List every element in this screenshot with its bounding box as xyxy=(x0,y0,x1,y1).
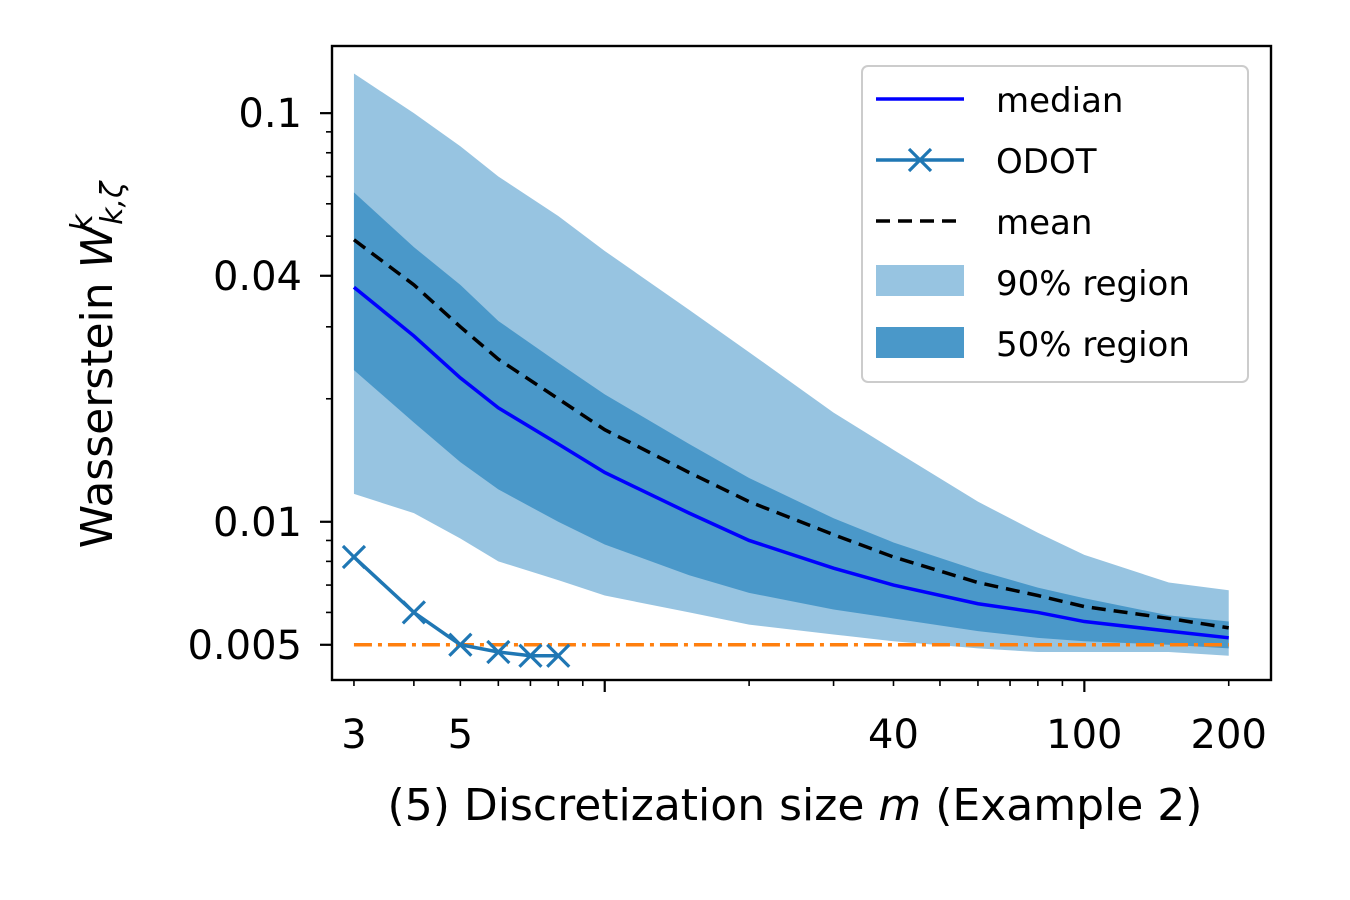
band-50-region xyxy=(353,192,1229,649)
odot-marker xyxy=(401,600,427,625)
legend-entry-90-region: 90% region xyxy=(876,264,1190,304)
legend-label-median: median xyxy=(996,81,1123,121)
legend-label-90-region: 90% region xyxy=(996,264,1190,304)
legend-entry-50-region: 50% region xyxy=(876,325,1190,365)
odot-marker xyxy=(486,639,511,665)
y-tick-label: 0.1 xyxy=(238,91,302,137)
legend-box xyxy=(861,65,1249,383)
y-tick-label: 0.04 xyxy=(213,254,302,300)
x-tick-label: 5 xyxy=(448,712,473,758)
legend-entry-odot: ODOT xyxy=(876,142,1097,182)
series-mean xyxy=(352,238,1230,630)
plot-frame xyxy=(330,44,1273,682)
legend: median ODOT mean 90% region 50% region xyxy=(861,65,1249,383)
legend-entry-mean: mean xyxy=(876,203,1092,243)
y-tick-label: 0.005 xyxy=(187,623,302,669)
y-axis-ticks: 0.1 0.04 0.01 0.005 xyxy=(187,91,332,669)
x-axis-title: (5) Discretization size m (Example 2) xyxy=(388,780,1203,831)
x-tick-label: 40 xyxy=(868,712,919,758)
x-tick-label: 100 xyxy=(1046,712,1122,758)
odot-marker xyxy=(518,643,543,668)
legend-entry-median: median xyxy=(876,81,1123,121)
odot-marker xyxy=(448,632,473,657)
legend-label-odot: ODOT xyxy=(996,142,1097,182)
confidence-bands xyxy=(353,73,1229,656)
y-axis-title: Wasserstein Wk,ζk xyxy=(65,180,130,548)
series-median xyxy=(352,285,1229,640)
odot-markers xyxy=(341,544,571,668)
y-tick-label: 0.01 xyxy=(213,500,302,546)
x-tick-label: 3 xyxy=(341,712,366,758)
legend-label-50-region: 50% region xyxy=(996,325,1190,365)
legend-label-mean: mean xyxy=(996,203,1092,243)
odot-marker xyxy=(341,544,367,570)
x-tick-label: 200 xyxy=(1191,712,1267,758)
series-lines xyxy=(341,238,1230,668)
odot-marker xyxy=(546,643,571,668)
x-axis-ticks: 3 5 40 100 200 xyxy=(341,680,1267,758)
